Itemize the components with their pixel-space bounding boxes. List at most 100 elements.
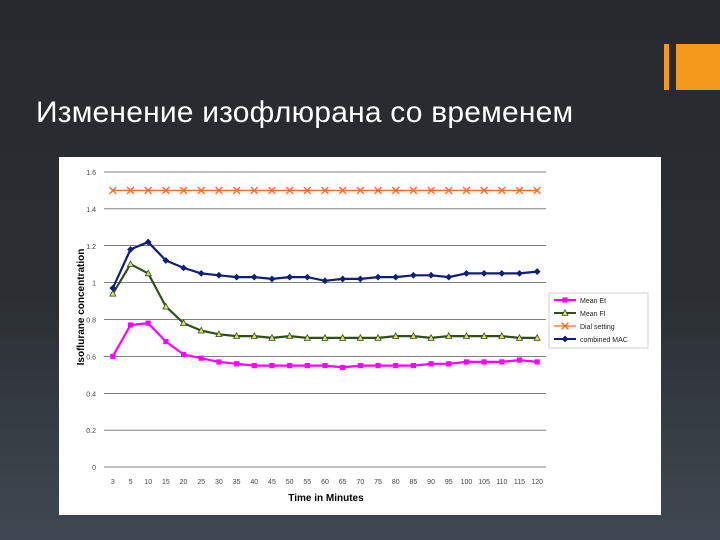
legend-label: Dial setting xyxy=(580,324,615,331)
data-point xyxy=(232,186,241,195)
data-point xyxy=(499,359,505,365)
data-point xyxy=(215,330,223,338)
y-tick-label: 1 xyxy=(92,281,96,288)
data-point xyxy=(480,270,488,277)
x-tick-label: 80 xyxy=(392,479,400,486)
line-chart: 00.20.40.60.811.21.41.6 3 5 10 15 20 25 30 35 40… xyxy=(76,170,649,504)
x-tick-label: 75 xyxy=(374,479,382,486)
accent-bar-thin xyxy=(664,44,669,90)
data-point xyxy=(163,339,169,345)
y-tick-labels: 0 0.2 0.4 0.6 0.8 1 1.2 1.4 1.6 xyxy=(86,170,96,472)
x-tick-label: 65 xyxy=(339,479,347,486)
data-point xyxy=(498,332,506,339)
series-layer xyxy=(108,186,542,371)
data-point xyxy=(340,364,346,371)
data-point xyxy=(498,270,506,277)
y-tick-label: 0.8 xyxy=(86,318,96,325)
x-tick-label: 45 xyxy=(268,479,276,486)
data-point xyxy=(197,270,205,277)
data-point xyxy=(108,186,117,195)
data-point xyxy=(339,333,347,341)
data-point xyxy=(321,277,329,285)
x-tick-label: 55 xyxy=(303,479,311,486)
data-point xyxy=(304,362,310,369)
data-point xyxy=(268,333,276,341)
data-point xyxy=(321,186,329,195)
data-point xyxy=(444,186,453,195)
data-point xyxy=(198,355,204,361)
data-point xyxy=(356,333,365,341)
x-tick-label: 115 xyxy=(514,479,525,486)
data-point xyxy=(445,332,453,339)
data-point xyxy=(179,319,188,326)
data-point xyxy=(338,186,347,195)
data-point xyxy=(285,332,294,339)
x-tick-label: 105 xyxy=(478,479,490,486)
data-point xyxy=(393,362,399,369)
data-point xyxy=(357,362,363,369)
data-point xyxy=(516,270,523,277)
x-tick-label: 20 xyxy=(180,479,188,486)
data-point xyxy=(480,186,489,195)
data-point xyxy=(269,362,275,369)
data-point xyxy=(533,268,541,275)
data-point xyxy=(561,308,569,316)
data-point xyxy=(179,186,188,195)
data-point xyxy=(515,186,524,195)
x-tick-label: 15 xyxy=(162,479,170,486)
data-point xyxy=(374,186,382,195)
y-tick-label: 1.2 xyxy=(86,244,96,251)
legend-item: Mean Et xyxy=(554,297,606,305)
x-tick-label: 30 xyxy=(215,479,223,486)
x-tick-label: 50 xyxy=(286,479,294,486)
x-tick-label: 35 xyxy=(233,479,241,486)
y-tick-label: 1.6 xyxy=(86,170,96,177)
data-point xyxy=(321,333,329,341)
data-point xyxy=(144,238,152,246)
x-tick-label: 100 xyxy=(461,479,473,486)
data-point xyxy=(250,186,259,195)
data-point xyxy=(409,332,418,339)
data-point xyxy=(180,264,187,272)
data-point xyxy=(250,273,258,281)
chart-panel: 0 0.2 0.4 0.6 0.8 1 1.2 1.4 1.6 3 5 10 15 20 25 30 35 40… xyxy=(59,157,661,515)
data-point xyxy=(515,333,524,341)
data-point xyxy=(427,271,435,279)
legend-item: Dial setting xyxy=(554,322,615,331)
series-line xyxy=(111,262,538,340)
series-mean-et xyxy=(110,320,540,371)
series-mean-fi xyxy=(109,260,541,341)
data-point xyxy=(410,362,416,369)
data-point xyxy=(197,186,206,195)
data-point xyxy=(561,322,569,330)
legend-item: Mean FI xyxy=(554,308,606,318)
data-point xyxy=(126,260,135,267)
x-tick-label: 10 xyxy=(144,479,152,486)
data-point xyxy=(127,322,134,328)
data-point xyxy=(480,332,488,339)
data-point xyxy=(251,362,257,369)
data-point xyxy=(215,186,223,195)
data-point xyxy=(216,359,222,365)
y-tick-label: 0.2 xyxy=(86,428,96,435)
data-point xyxy=(533,186,542,195)
data-point xyxy=(561,335,569,343)
y-tick-label: 0.6 xyxy=(86,354,96,361)
data-point xyxy=(356,275,364,283)
data-point xyxy=(180,351,187,358)
data-point xyxy=(463,270,470,277)
legend-label: Mean Et xyxy=(580,298,606,305)
x-tick-label: 110 xyxy=(496,479,507,486)
y-tick-label: 0.4 xyxy=(86,391,96,398)
data-point xyxy=(285,186,294,195)
data-point xyxy=(410,271,417,279)
data-point xyxy=(162,302,170,310)
data-point xyxy=(303,273,311,281)
data-point xyxy=(562,297,568,303)
data-point xyxy=(497,186,506,195)
data-point xyxy=(375,362,381,369)
data-point xyxy=(446,361,452,367)
data-point xyxy=(144,269,152,277)
data-point xyxy=(463,359,470,365)
data-point xyxy=(374,273,382,281)
